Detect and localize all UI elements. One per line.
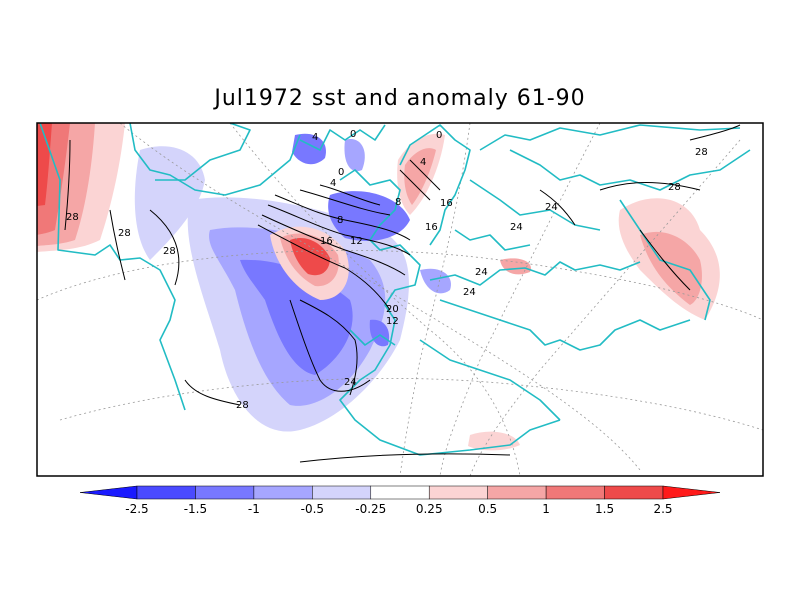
colorbar-segment — [428, 485, 488, 500]
contour-label: 16 — [440, 198, 453, 209]
colorbar-segment — [136, 485, 196, 500]
contour-label: 16 — [320, 236, 333, 247]
contour-label: 12 — [350, 236, 363, 247]
contour-label: 28 — [236, 400, 249, 411]
contour-label: 24 — [344, 377, 357, 388]
contour-label: 16 — [425, 222, 438, 233]
contour-label: 4 — [330, 178, 336, 189]
colorbar-segment — [370, 485, 430, 500]
plot-title: Jul1972 sst and anomaly 61-90 — [214, 86, 586, 111]
colorbar-tick-label: 2.5 — [653, 502, 672, 516]
contour-label: 24 — [475, 267, 488, 278]
colorbar-tick-label: 0.25 — [416, 502, 443, 516]
colorbar-tick-label: -2.5 — [125, 502, 148, 516]
contour-label: 24 — [545, 202, 558, 213]
contour-label: 12 — [386, 316, 399, 327]
colorbar-tick-label: -0.5 — [301, 502, 324, 516]
colorbar-tick-label: -1 — [248, 502, 260, 516]
colorbar-tick-label: -0.25 — [355, 502, 386, 516]
colorbar-segment — [487, 485, 547, 500]
map-area: 4 0 0 4 0 4 8 8 16 12 16 16 28 28 28 28 … — [37, 123, 763, 476]
contour-label: 28 — [695, 147, 708, 158]
contour-label-group: 4 0 0 4 0 4 8 8 16 12 16 16 28 28 28 28 … — [66, 129, 708, 411]
colorbar-min-arrow — [79, 485, 138, 500]
contour-label: 0 — [350, 129, 356, 140]
contour-label: 28 — [118, 228, 131, 239]
colorbar-tick-label: 1.5 — [595, 502, 614, 516]
colorbar-segment — [545, 485, 605, 500]
positive-anomaly-shading — [37, 123, 720, 451]
colorbar-tick-label: 1 — [542, 502, 550, 516]
colorbar-segment — [195, 485, 255, 500]
contour-label: 4 — [420, 157, 426, 168]
colorbar-segment — [312, 485, 372, 500]
colorbar-max-arrow — [662, 485, 721, 500]
coastlines — [39, 123, 751, 456]
colorbar: -2.5 -1.5 -1 -0.5 -0.25 0.25 0.5 1 1.5 2.5 — [79, 485, 721, 516]
contour-label: 8 — [337, 215, 343, 226]
contour-label: 24 — [463, 287, 476, 298]
contour-label: 28 — [668, 182, 681, 193]
contour-label: 4 — [312, 132, 318, 143]
colorbar-tick-label: 0.5 — [478, 502, 497, 516]
contour-label: 28 — [66, 212, 79, 223]
colorbar-tick-label: -1.5 — [184, 502, 207, 516]
contour-label: 28 — [163, 246, 176, 257]
contour-label: 8 — [395, 197, 401, 208]
sst-contours — [64, 124, 741, 463]
contour-label: 24 — [510, 222, 523, 233]
contour-label: 0 — [338, 167, 344, 178]
map-frame — [36, 122, 764, 477]
contour-label: 20 — [386, 304, 399, 315]
colorbar-segment — [604, 485, 664, 500]
contour-label: 0 — [436, 130, 442, 141]
colorbar-segment — [253, 485, 313, 500]
